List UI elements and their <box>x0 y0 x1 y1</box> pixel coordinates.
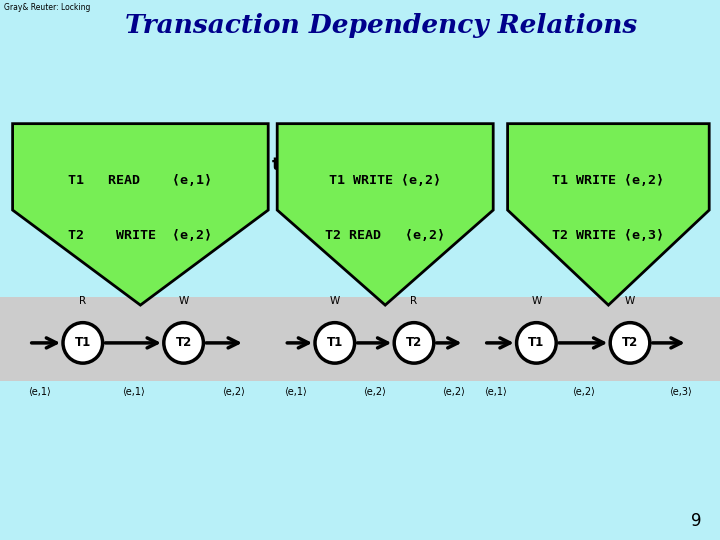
Text: ⟨e,1⟩: ⟨e,1⟩ <box>122 388 145 397</box>
Text: T2    WRITE  ⟨e,2⟩: T2 WRITE ⟨e,2⟩ <box>68 230 212 242</box>
Text: ⟨e,1⟩: ⟨e,1⟩ <box>28 388 51 397</box>
Polygon shape <box>13 124 268 305</box>
Text: Gray& Reuter: Locking: Gray& Reuter: Locking <box>4 3 90 12</box>
Text: ⟨e,2⟩: ⟨e,2⟩ <box>363 388 386 397</box>
Text: 9: 9 <box>691 512 702 530</box>
Text: W: W <box>531 296 541 306</box>
Text: T1: T1 <box>327 336 343 349</box>
Polygon shape <box>277 124 493 305</box>
Text: W: W <box>330 296 340 306</box>
Polygon shape <box>508 124 709 305</box>
Text: ⟨e,2⟩: ⟨e,2⟩ <box>442 388 465 397</box>
Text: T2 WRITE ⟨e,3⟩: T2 WRITE ⟨e,3⟩ <box>552 230 665 242</box>
Ellipse shape <box>63 322 103 363</box>
Text: R: R <box>410 296 418 306</box>
Text: T1 WRITE ⟨e,2⟩: T1 WRITE ⟨e,2⟩ <box>552 174 665 187</box>
Ellipse shape <box>394 322 433 363</box>
Text: T2: T2 <box>176 336 192 349</box>
Ellipse shape <box>163 322 204 363</box>
Text: T1 WRITE ⟨e,2⟩: T1 WRITE ⟨e,2⟩ <box>329 174 441 187</box>
Text: T1   READ    ⟨e,1⟩: T1 READ ⟨e,1⟩ <box>68 174 212 187</box>
Text: ⟨e,3⟩: ⟨e,3⟩ <box>669 388 692 397</box>
Text: ⟨e,2⟩: ⟨e,2⟩ <box>572 388 595 397</box>
Bar <box>0 297 720 381</box>
Text: R: R <box>79 296 86 306</box>
Text: T2 READ   ⟨e,2⟩: T2 READ ⟨e,2⟩ <box>325 230 445 242</box>
Ellipse shape <box>611 322 649 363</box>
Text: T1: T1 <box>528 336 544 349</box>
Text: •: • <box>18 157 32 177</box>
Text: T1: T1 <box>75 336 91 349</box>
Ellipse shape <box>517 322 556 363</box>
Text: ⟨e,2⟩: ⟨e,2⟩ <box>222 388 246 397</box>
Ellipse shape <box>315 322 355 363</box>
Text: W: W <box>625 296 635 306</box>
Text: W: W <box>179 296 189 306</box>
Text: Transaction Dependency Relations: Transaction Dependency Relations <box>125 14 638 38</box>
Text: T2: T2 <box>406 336 422 349</box>
Text: Shows data flow among transactions: Shows data flow among transactions <box>43 156 389 173</box>
Text: ⟨e,1⟩: ⟨e,1⟩ <box>484 388 507 397</box>
Text: ⟨e,1⟩: ⟨e,1⟩ <box>284 388 307 397</box>
Text: T2: T2 <box>622 336 638 349</box>
